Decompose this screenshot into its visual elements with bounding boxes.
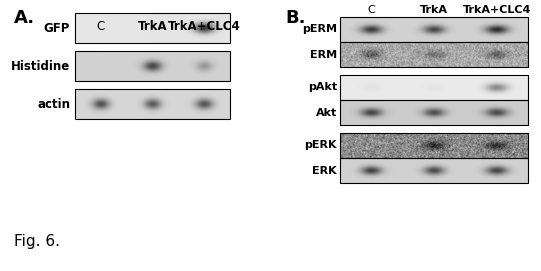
- Text: Fig. 6.: Fig. 6.: [14, 234, 60, 249]
- Text: ERM: ERM: [310, 50, 337, 60]
- Text: Histidine: Histidine: [11, 60, 70, 73]
- Text: pAkt: pAkt: [308, 82, 337, 92]
- Text: A.: A.: [14, 9, 35, 27]
- Bar: [340, 133, 528, 158]
- Bar: [340, 42, 528, 67]
- Text: C: C: [97, 20, 105, 33]
- Bar: [340, 17, 528, 42]
- Text: TrkA+CLC4: TrkA+CLC4: [168, 20, 241, 33]
- Text: TrkA: TrkA: [420, 5, 448, 15]
- Text: TrkA: TrkA: [138, 20, 167, 33]
- Text: TrkA+CLC4: TrkA+CLC4: [463, 5, 531, 15]
- Text: Akt: Akt: [316, 108, 337, 118]
- Text: C: C: [367, 5, 375, 15]
- Text: actin: actin: [37, 98, 70, 111]
- Text: GFP: GFP: [44, 21, 70, 34]
- Bar: [75, 89, 230, 119]
- Text: pERK: pERK: [305, 140, 337, 150]
- Bar: [340, 75, 528, 100]
- Bar: [75, 51, 230, 81]
- Text: pERM: pERM: [302, 24, 337, 34]
- Bar: [75, 13, 230, 43]
- Bar: [340, 158, 528, 183]
- Bar: [340, 100, 528, 125]
- Text: B.: B.: [285, 9, 306, 27]
- Text: ERK: ERK: [312, 166, 337, 176]
